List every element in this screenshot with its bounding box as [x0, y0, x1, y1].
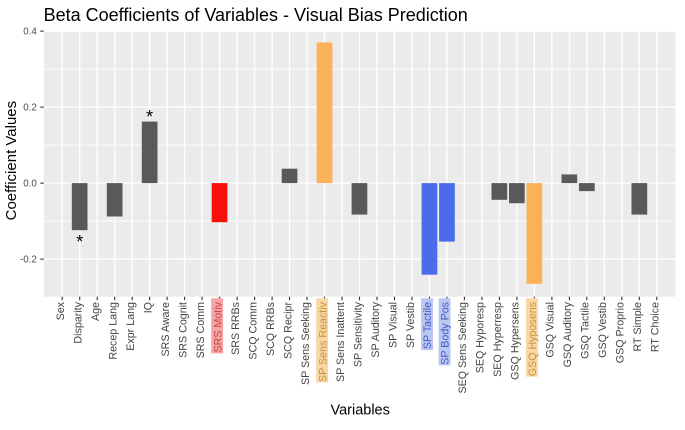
- svg-text:Beta Coefficients of Variables: Beta Coefficients of Variables - Visual …: [44, 5, 468, 25]
- svg-text:SP Sens Reactiv: SP Sens Reactiv: [317, 301, 329, 382]
- svg-text:GSQ Vestib: GSQ Vestib: [597, 302, 609, 358]
- svg-text:*: *: [76, 232, 83, 252]
- svg-text:SEQ Hyperresp: SEQ Hyperresp: [492, 302, 504, 377]
- svg-text:Age: Age: [90, 302, 102, 321]
- svg-text:0.0: 0.0: [23, 179, 37, 190]
- svg-text:SP Sens Inattent: SP Sens Inattent: [335, 302, 347, 382]
- svg-text:Sex: Sex: [55, 301, 67, 320]
- svg-text:IQ: IQ: [142, 302, 154, 313]
- svg-text:*: *: [146, 107, 153, 127]
- svg-text:SCQ Comm: SCQ Comm: [247, 302, 259, 360]
- svg-text:0.2: 0.2: [23, 103, 37, 114]
- svg-text:SCQ RRBs: SCQ RRBs: [265, 302, 277, 356]
- svg-text:SP Body Pos: SP Body Pos: [440, 302, 452, 365]
- svg-text:Variables: Variables: [331, 403, 390, 419]
- svg-text:SP Vestib: SP Vestib: [405, 302, 417, 348]
- svg-text:Coefficient Values: Coefficient Values: [3, 101, 20, 221]
- svg-text:GSQ Tactile: GSQ Tactile: [580, 302, 592, 359]
- svg-text:Recep Lang: Recep Lang: [108, 302, 120, 360]
- svg-text:Expr Lang: Expr Lang: [125, 302, 137, 351]
- svg-text:SRS Comm: SRS Comm: [195, 302, 207, 359]
- svg-text:RT Simple: RT Simple: [632, 302, 644, 352]
- svg-text:GSQ Proprio: GSQ Proprio: [615, 302, 627, 363]
- svg-text:SP Sensitivity: SP Sensitivity: [352, 301, 364, 367]
- svg-text:SRS Aware: SRS Aware: [160, 302, 172, 357]
- svg-text:SRS Cognit: SRS Cognit: [177, 302, 189, 358]
- svg-text:SEQ Sens Seeking: SEQ Sens Seeking: [457, 302, 469, 394]
- svg-text:0.4: 0.4: [23, 27, 37, 38]
- svg-text:SP Tactile: SP Tactile: [422, 302, 434, 349]
- svg-text:GSQ Hyposens: GSQ Hyposens: [527, 302, 539, 376]
- svg-text:SRS RRBs: SRS RRBs: [230, 302, 242, 355]
- svg-text:RT Choice: RT Choice: [650, 302, 662, 352]
- svg-text:SCQ Recipr: SCQ Recipr: [282, 302, 294, 359]
- svg-text:-0.2: -0.2: [20, 255, 37, 266]
- svg-text:SEQ Hyporesp: SEQ Hyporesp: [475, 302, 487, 373]
- svg-text:Disparity: Disparity: [73, 301, 85, 343]
- svg-text:SP Sens Seeking: SP Sens Seeking: [300, 302, 312, 385]
- svg-text:GSQ Hypersens: GSQ Hypersens: [510, 302, 522, 380]
- svg-text:SRS Motiv: SRS Motiv: [212, 301, 224, 352]
- svg-text:SP Auditory: SP Auditory: [370, 301, 382, 357]
- svg-text:SP Visual: SP Visual: [387, 302, 399, 348]
- svg-text:GSQ Visual: GSQ Visual: [545, 302, 557, 358]
- svg-text:GSQ Auditory: GSQ Auditory: [562, 301, 574, 367]
